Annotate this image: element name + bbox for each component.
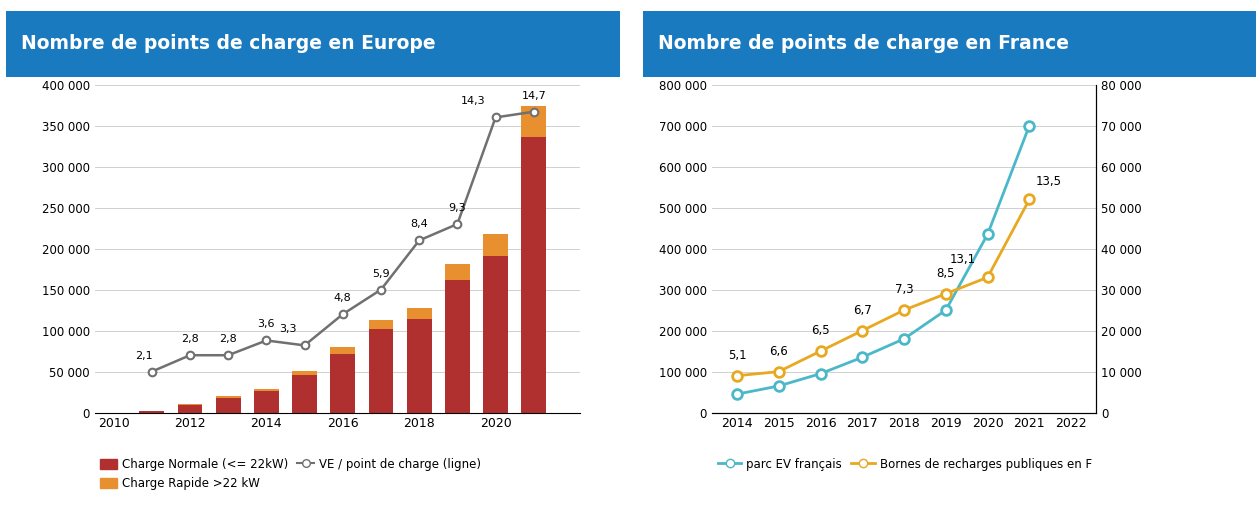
Text: 6,7: 6,7	[853, 304, 872, 317]
Bar	[483, 256, 508, 413]
Text: Nombre de points de charge en Europe: Nombre de points de charge en Europe	[21, 34, 436, 53]
Bar	[292, 375, 318, 413]
Text: 3,6: 3,6	[257, 320, 275, 330]
Text: 5,1: 5,1	[728, 349, 746, 362]
Legend: Charge Normale (<= 22kW), Charge Rapide >22 kW, VE / point de charge (ligne): Charge Normale (<= 22kW), Charge Rapide …	[101, 458, 480, 490]
Text: 6,5: 6,5	[811, 324, 830, 337]
Text: 8,5: 8,5	[936, 267, 955, 280]
Text: 13,1: 13,1	[950, 253, 975, 266]
Bar	[215, 398, 241, 413]
Bar	[483, 234, 508, 256]
Text: 9,3: 9,3	[449, 203, 466, 213]
Bar	[330, 348, 355, 354]
Bar	[255, 389, 278, 391]
Bar	[215, 396, 241, 398]
Text: 5,9: 5,9	[372, 269, 389, 278]
Bar	[522, 106, 546, 137]
Legend: parc EV français, Bornes de recharges publiques en F: parc EV français, Bornes de recharges pu…	[718, 458, 1091, 471]
Bar	[178, 404, 203, 405]
Text: 2,8: 2,8	[181, 334, 199, 344]
Bar	[255, 391, 278, 413]
Text: Nombre de points de charge en France: Nombre de points de charge en France	[658, 34, 1068, 53]
Bar	[292, 371, 318, 375]
Text: 2,8: 2,8	[219, 334, 237, 344]
Text: 14,3: 14,3	[461, 96, 485, 106]
Bar	[407, 308, 432, 319]
Bar	[407, 319, 432, 413]
Bar	[445, 264, 470, 280]
Bar	[445, 280, 470, 413]
Bar	[522, 137, 546, 413]
Text: 6,6: 6,6	[770, 345, 788, 358]
Bar	[369, 320, 393, 329]
Text: 4,8: 4,8	[334, 293, 352, 303]
Text: 2,1: 2,1	[135, 351, 152, 360]
Bar	[330, 354, 355, 413]
Text: 13,5: 13,5	[1036, 175, 1062, 188]
Text: 3,3: 3,3	[280, 324, 296, 334]
Bar	[369, 329, 393, 413]
Bar	[140, 411, 164, 413]
Bar	[178, 405, 203, 413]
Text: 7,3: 7,3	[895, 283, 913, 296]
Text: 8,4: 8,4	[411, 220, 428, 229]
Text: 14,7: 14,7	[522, 90, 546, 101]
